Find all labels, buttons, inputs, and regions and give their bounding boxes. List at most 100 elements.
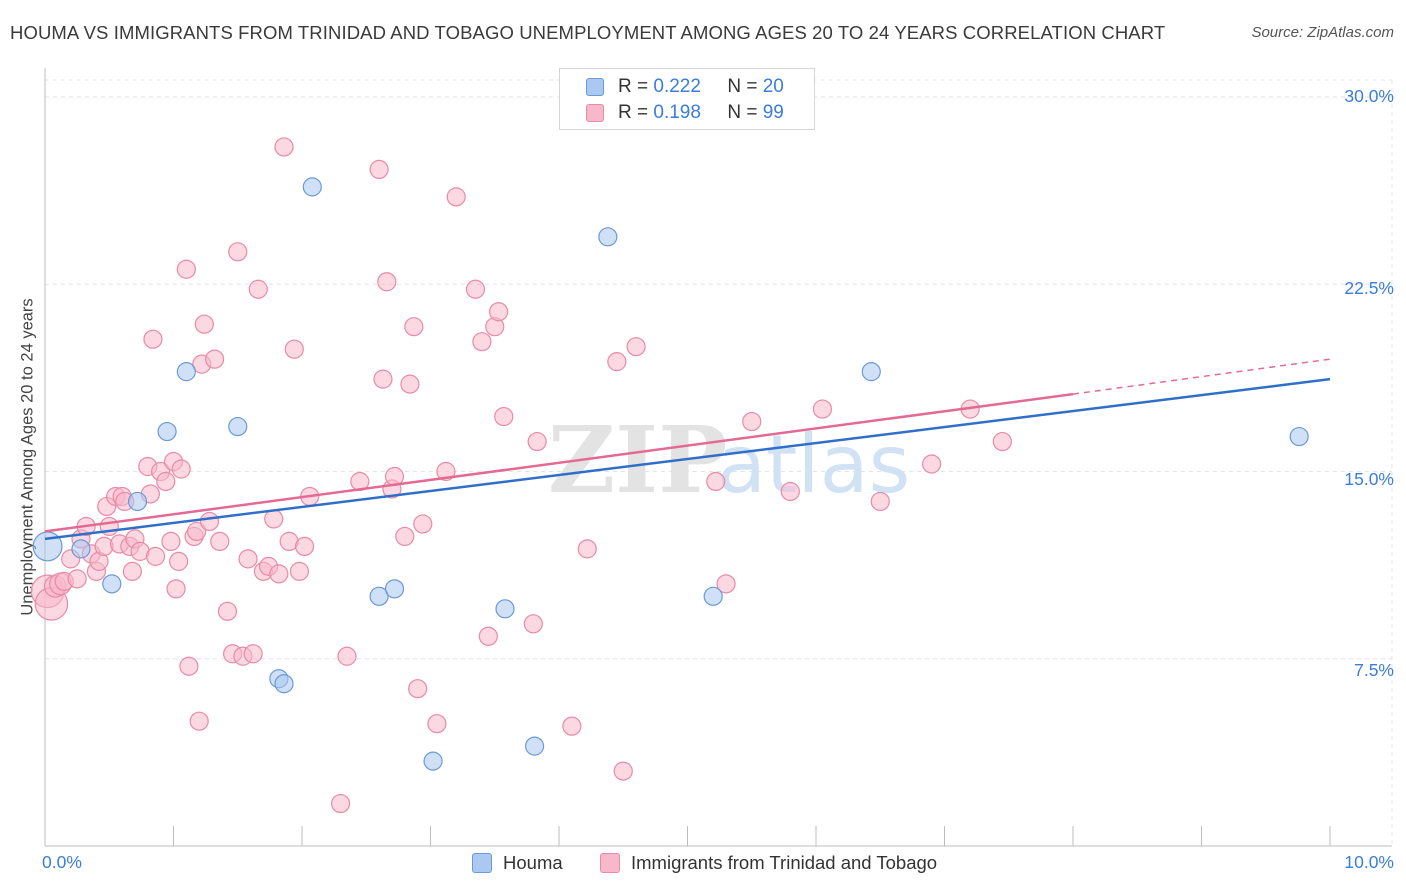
houma-point-1 xyxy=(71,539,91,559)
houma-point-13 xyxy=(495,599,515,619)
houma-legend-label: Houma xyxy=(503,852,563,873)
houma-point-12 xyxy=(423,751,443,771)
tt-point-54 xyxy=(269,564,289,584)
y-tick-label-15: 15.0% xyxy=(1344,469,1394,489)
tt-point-66 xyxy=(377,272,397,292)
tt-point-94 xyxy=(812,399,833,419)
tt-point-69 xyxy=(395,526,415,547)
houma-point-2 xyxy=(102,574,122,594)
tt-point-57 xyxy=(284,339,304,359)
tt-point-34 xyxy=(176,259,196,279)
tt-point-59 xyxy=(294,536,315,557)
tt-point-50 xyxy=(248,279,268,299)
houma-point-18 xyxy=(703,586,723,606)
tt-point-28 xyxy=(156,471,176,492)
tt-point-95 xyxy=(870,491,890,512)
tt-point-33 xyxy=(171,459,191,479)
tt-n-value: 99 xyxy=(762,102,784,123)
tt-point-40 xyxy=(194,314,214,334)
correlation-legend: R = 0.222 N = 20 R = 0.198 N = 99 xyxy=(559,68,815,130)
tt-point-86 xyxy=(577,539,597,559)
tt-point-77 xyxy=(465,279,486,299)
chart-source: Source: ZipAtlas.com xyxy=(1251,24,1394,41)
tt-point-90 xyxy=(706,471,726,492)
r-label: R = xyxy=(618,102,649,123)
tt-point-74 xyxy=(427,714,447,734)
tt-point-26 xyxy=(145,546,166,566)
tt-point-6 xyxy=(67,569,87,589)
houma-point-11 xyxy=(384,579,405,599)
tt-trend-line xyxy=(44,392,1074,533)
tt-point-48 xyxy=(238,549,258,569)
houma-swatch xyxy=(586,78,604,96)
tt-point-82 xyxy=(494,406,514,427)
trend-lines xyxy=(44,358,1331,541)
tt-point-61 xyxy=(330,793,351,814)
n-label: N = xyxy=(727,102,758,123)
tt-point-65 xyxy=(373,369,393,389)
tt-point-62 xyxy=(337,646,357,666)
tt-point-85 xyxy=(562,716,582,736)
tt-point-93 xyxy=(780,481,800,502)
tt-point-46 xyxy=(228,242,248,262)
x-tick-label-0: 0.0% xyxy=(42,852,82,872)
tt-point-89 xyxy=(626,337,646,357)
tt-r-value: 0.198 xyxy=(653,102,701,123)
tt-point-29 xyxy=(161,531,181,552)
tt-point-35 xyxy=(179,656,199,676)
houma-point-10 xyxy=(369,586,389,606)
tt-legend-label: Immigrants from Trinidad and Tobago xyxy=(631,852,938,873)
tt-point-70 xyxy=(400,374,420,394)
houma-trend-line xyxy=(44,377,1331,541)
tt-point-44 xyxy=(217,601,238,621)
y-tick-label-7-5: 7.5% xyxy=(1354,660,1394,680)
tt-point-41 xyxy=(199,511,220,532)
tt-point-84 xyxy=(527,431,547,452)
tt-point-73 xyxy=(413,514,433,534)
y-tick-label-22-5: 22.5% xyxy=(1344,278,1394,298)
houma-n-value: 20 xyxy=(762,76,784,97)
tt-swatch xyxy=(586,104,604,122)
tt-point-20 xyxy=(122,561,142,581)
tt-point-72 xyxy=(408,679,428,699)
houma-point-8 xyxy=(274,674,294,694)
houma-point-6 xyxy=(228,416,248,437)
houma-legend-swatch xyxy=(472,853,492,873)
houma-points xyxy=(32,94,1309,771)
tt-point-53 xyxy=(264,509,284,529)
tt-point-83 xyxy=(523,614,543,634)
tt-point-32 xyxy=(169,551,189,571)
houma-point-5 xyxy=(176,362,196,382)
tt-point-75 xyxy=(436,461,456,482)
tt-point-96 xyxy=(922,454,942,474)
y-tick-label-30: 30.0% xyxy=(1344,86,1394,106)
tt-point-38 xyxy=(189,711,209,731)
tt-points xyxy=(30,137,1012,814)
tt-point-91 xyxy=(716,574,736,594)
tt-legend-swatch xyxy=(600,853,620,873)
tt-point-43 xyxy=(210,531,230,552)
tt-point-71 xyxy=(404,317,424,337)
tt-point-81 xyxy=(489,302,509,322)
tt-point-55 xyxy=(274,137,294,157)
tt-point-64 xyxy=(369,159,389,180)
tt-point-98 xyxy=(992,431,1012,452)
tt-point-87 xyxy=(607,352,627,372)
tt-point-49 xyxy=(243,644,263,664)
tt-point-25 xyxy=(143,329,163,349)
legend-tt-text: R = 0.198 N = 99 xyxy=(618,102,784,124)
tt-point-78 xyxy=(472,332,492,352)
houma-point-9 xyxy=(302,177,322,197)
tt-point-76 xyxy=(446,187,466,207)
chart-title: HOUMA VS IMMIGRANTS FROM TRINIDAD AND TO… xyxy=(10,22,1166,43)
tt-point-79 xyxy=(478,626,498,646)
axes xyxy=(44,68,1392,847)
houma-point-19 xyxy=(861,362,881,382)
tt-trend-line-dashed xyxy=(1072,358,1331,395)
legend-houma-text: R = 0.222 N = 20 xyxy=(618,76,784,98)
x-tick-label-10: 10.0% xyxy=(1344,852,1394,872)
tt-point-58 xyxy=(289,561,310,581)
r-label: R = xyxy=(618,76,649,97)
houma-point-4 xyxy=(157,421,177,442)
